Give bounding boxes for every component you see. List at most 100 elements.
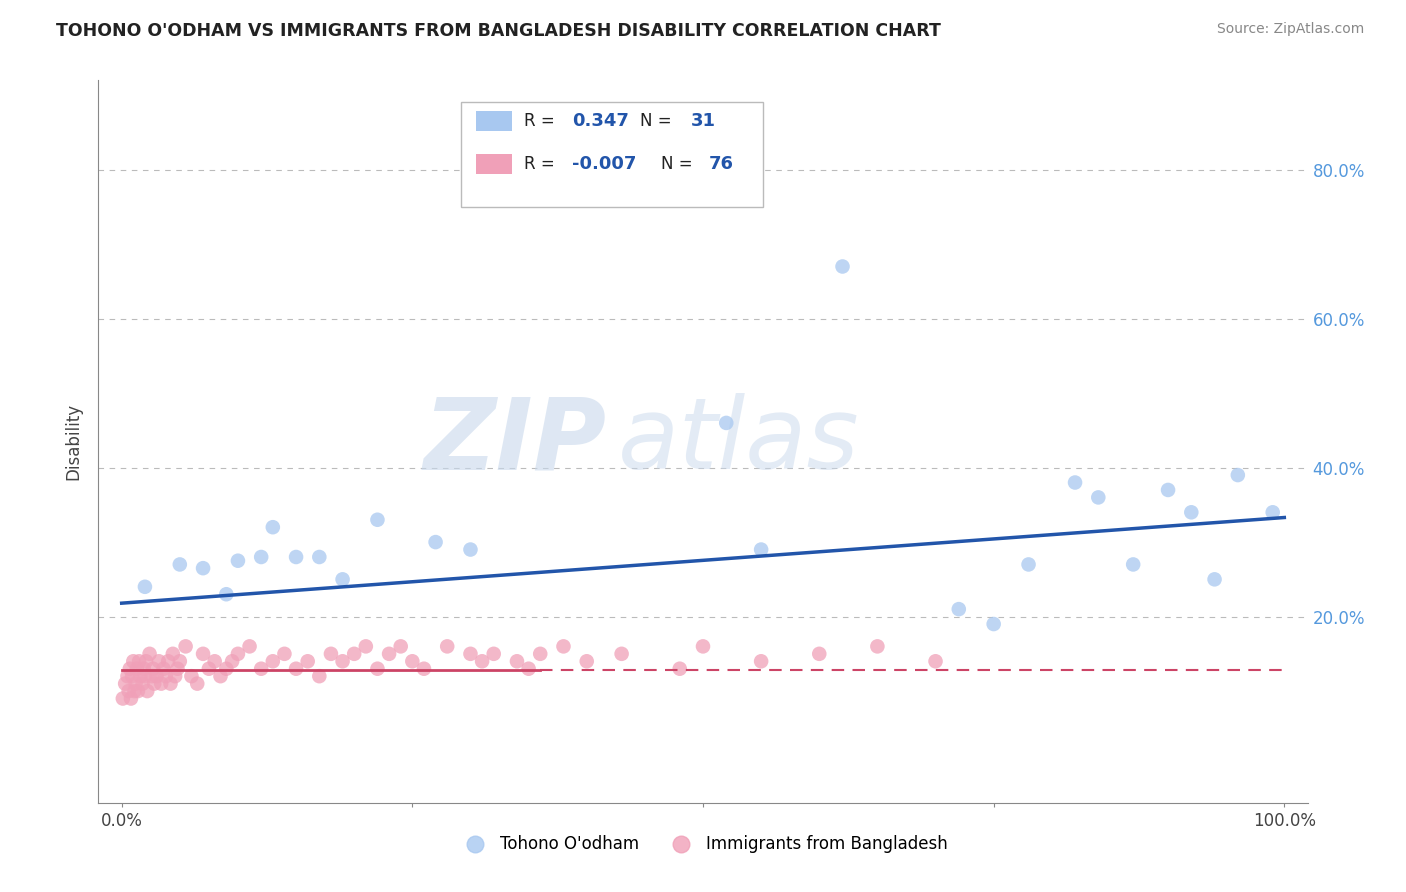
Point [716,416,738,430]
Point [1157,483,1180,497]
Point [1261,505,1284,519]
Point [152,662,174,676]
Point [134,669,156,683]
Point [506,654,529,668]
Point [1180,505,1202,519]
Point [401,654,423,668]
Point [141,669,163,683]
Point [262,520,284,534]
Point [134,580,156,594]
Point [924,654,946,668]
Point [425,535,447,549]
Point [319,647,342,661]
Point [155,669,177,683]
Text: N =: N = [661,155,697,173]
Point [215,587,238,601]
Point [250,549,273,564]
Point [148,654,170,668]
Point [366,662,388,676]
Text: ZIP: ZIP [423,393,606,490]
Point [118,662,141,676]
Point [159,676,181,690]
Point [125,662,148,676]
Point [186,676,208,690]
Point [808,647,831,661]
Point [1087,491,1109,505]
Point [575,654,598,668]
Point [297,654,319,668]
Point [226,647,249,661]
Text: R =: R = [524,112,560,129]
Point [354,640,377,654]
Point [831,260,853,274]
Point [127,684,149,698]
FancyBboxPatch shape [461,102,763,207]
Point [332,572,354,586]
Text: TOHONO O'ODHAM VS IMMIGRANTS FROM BANGLADESH DISABILITY CORRELATION CHART: TOHONO O'ODHAM VS IMMIGRANTS FROM BANGLA… [56,22,941,40]
Point [668,662,690,676]
Point [215,662,238,676]
Point [114,676,136,690]
Point [204,654,226,668]
Point [122,654,145,668]
Point [120,691,142,706]
Point [117,669,139,683]
Point [191,647,214,661]
Bar [475,154,512,174]
Point [471,654,494,668]
Point [332,654,354,668]
Point [121,669,143,683]
Point [157,654,180,668]
Point [129,669,152,683]
Point [111,691,134,706]
Point [124,676,146,690]
Point [142,662,165,676]
Point [1122,558,1144,572]
Point [124,684,146,698]
Point [169,654,191,668]
Point [343,647,366,661]
Point [553,640,575,654]
Point [517,662,540,676]
Point [308,549,330,564]
Point [145,669,167,683]
Point [131,676,153,690]
Point [191,561,214,575]
Point [143,676,166,690]
Point [529,647,551,661]
Point [1204,572,1226,586]
Point [166,662,188,676]
Point [749,654,772,668]
Text: -0.007: -0.007 [572,155,637,173]
Point [482,647,505,661]
Point [138,647,160,661]
Point [1018,558,1040,572]
Point [285,662,308,676]
Point [460,647,482,661]
Point [209,669,232,683]
Point [413,662,436,676]
Point [692,640,714,654]
Text: 31: 31 [690,112,716,129]
Point [128,654,150,668]
Text: 76: 76 [709,155,734,173]
Point [180,669,202,683]
Point [136,684,159,698]
Point [162,647,184,661]
Point [262,654,284,668]
Point [948,602,970,616]
Legend: Tohono O'odham, Immigrants from Bangladesh: Tohono O'odham, Immigrants from Banglade… [451,828,955,860]
Y-axis label: Disability: Disability [65,403,83,480]
Text: atlas: atlas [619,393,860,490]
Point [221,654,243,668]
Point [239,640,262,654]
Point [1226,468,1249,483]
Text: R =: R = [524,155,560,173]
Point [150,676,173,690]
Point [250,662,273,676]
Point [174,640,197,654]
Text: N =: N = [640,112,678,129]
Point [378,647,401,661]
Point [132,662,155,676]
Point [460,542,482,557]
